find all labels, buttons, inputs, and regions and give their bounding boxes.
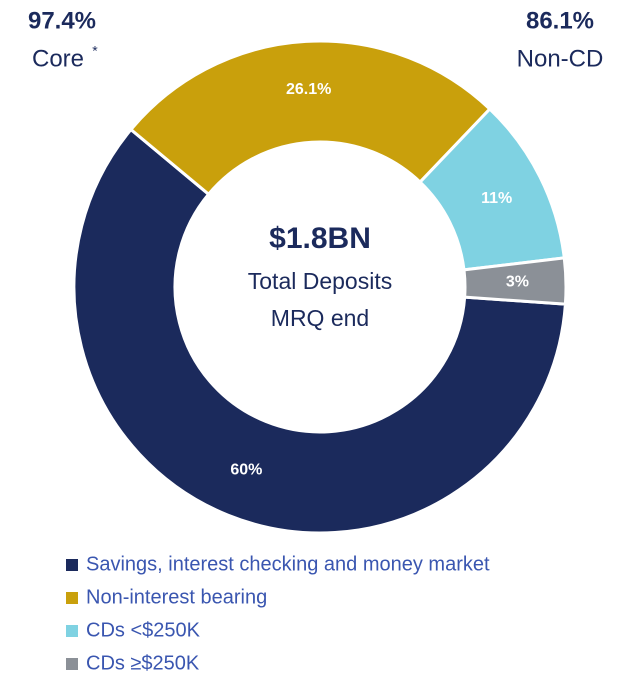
donut-slice	[72, 127, 568, 535]
donut-slice	[462, 256, 568, 306]
legend-swatch	[66, 658, 78, 670]
donut	[72, 39, 568, 535]
legend-label: Savings, interest checking and money mar…	[86, 553, 490, 575]
center-label: Total Deposits	[248, 268, 392, 294]
legend-label: CDs ≥$250K	[86, 652, 200, 674]
slice-label: 11%	[481, 190, 512, 207]
noncd-value: 86.1%	[526, 7, 594, 34]
legend-label: Non-interest bearing	[86, 586, 267, 608]
legend-swatch	[66, 592, 78, 604]
slice-label: 3%	[506, 273, 529, 290]
noncd-label: Non-CD	[517, 45, 604, 72]
slice-label: 60%	[230, 461, 262, 478]
core-label: Core	[32, 45, 84, 72]
slice-label: 26.1%	[286, 81, 331, 98]
core-footnote-mark: *	[92, 43, 98, 59]
legend-swatch	[66, 559, 78, 571]
legend-swatch	[66, 625, 78, 637]
center-label: MRQ end	[271, 305, 369, 331]
donut-slice	[128, 39, 492, 197]
core-value: 97.4%	[28, 7, 96, 34]
legend-label: CDs <$250K	[86, 619, 201, 641]
center-value: $1.8BN	[269, 222, 371, 255]
